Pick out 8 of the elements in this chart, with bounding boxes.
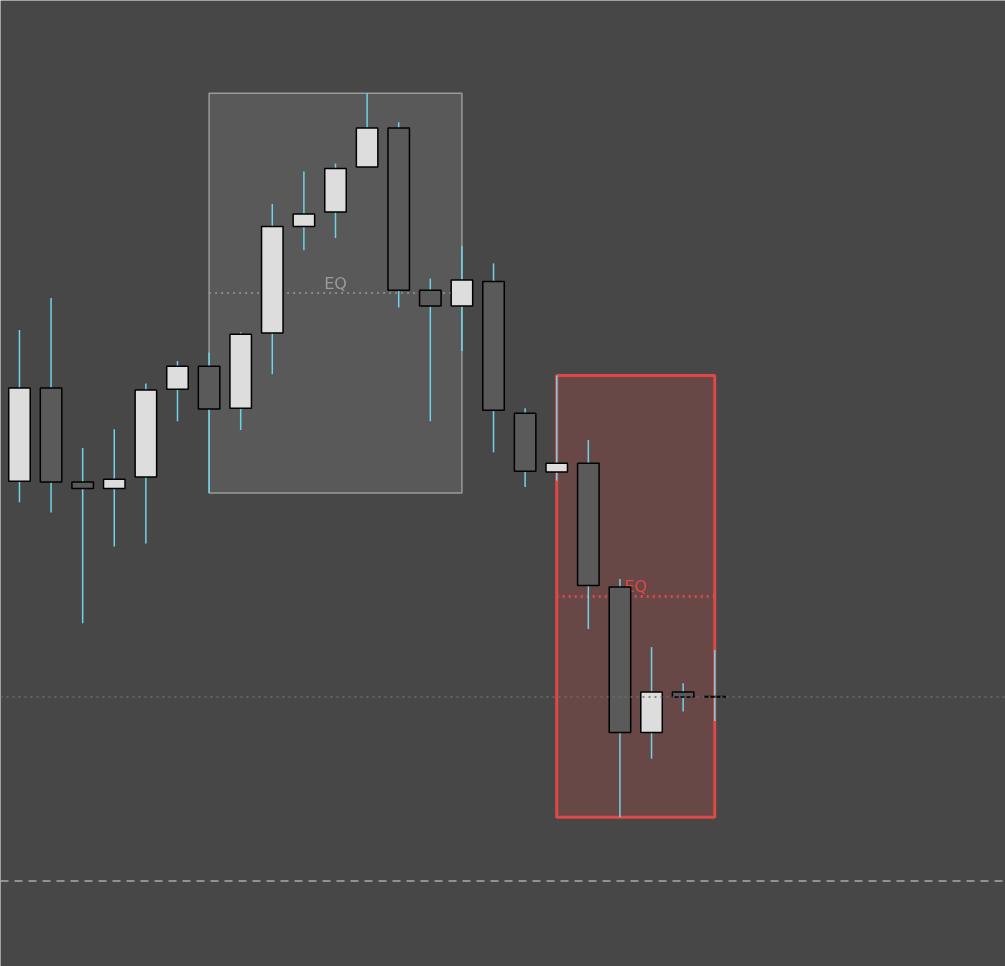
- candlestick: [418, 277, 442, 422]
- candlestick: [165, 360, 189, 422]
- candlestick: [671, 682, 695, 713]
- ref-line-label: EQ: [324, 274, 347, 294]
- candlestick: [102, 428, 126, 548]
- candlestick: [545, 374, 569, 482]
- candlestick: [292, 170, 316, 252]
- candlestick: [71, 447, 95, 625]
